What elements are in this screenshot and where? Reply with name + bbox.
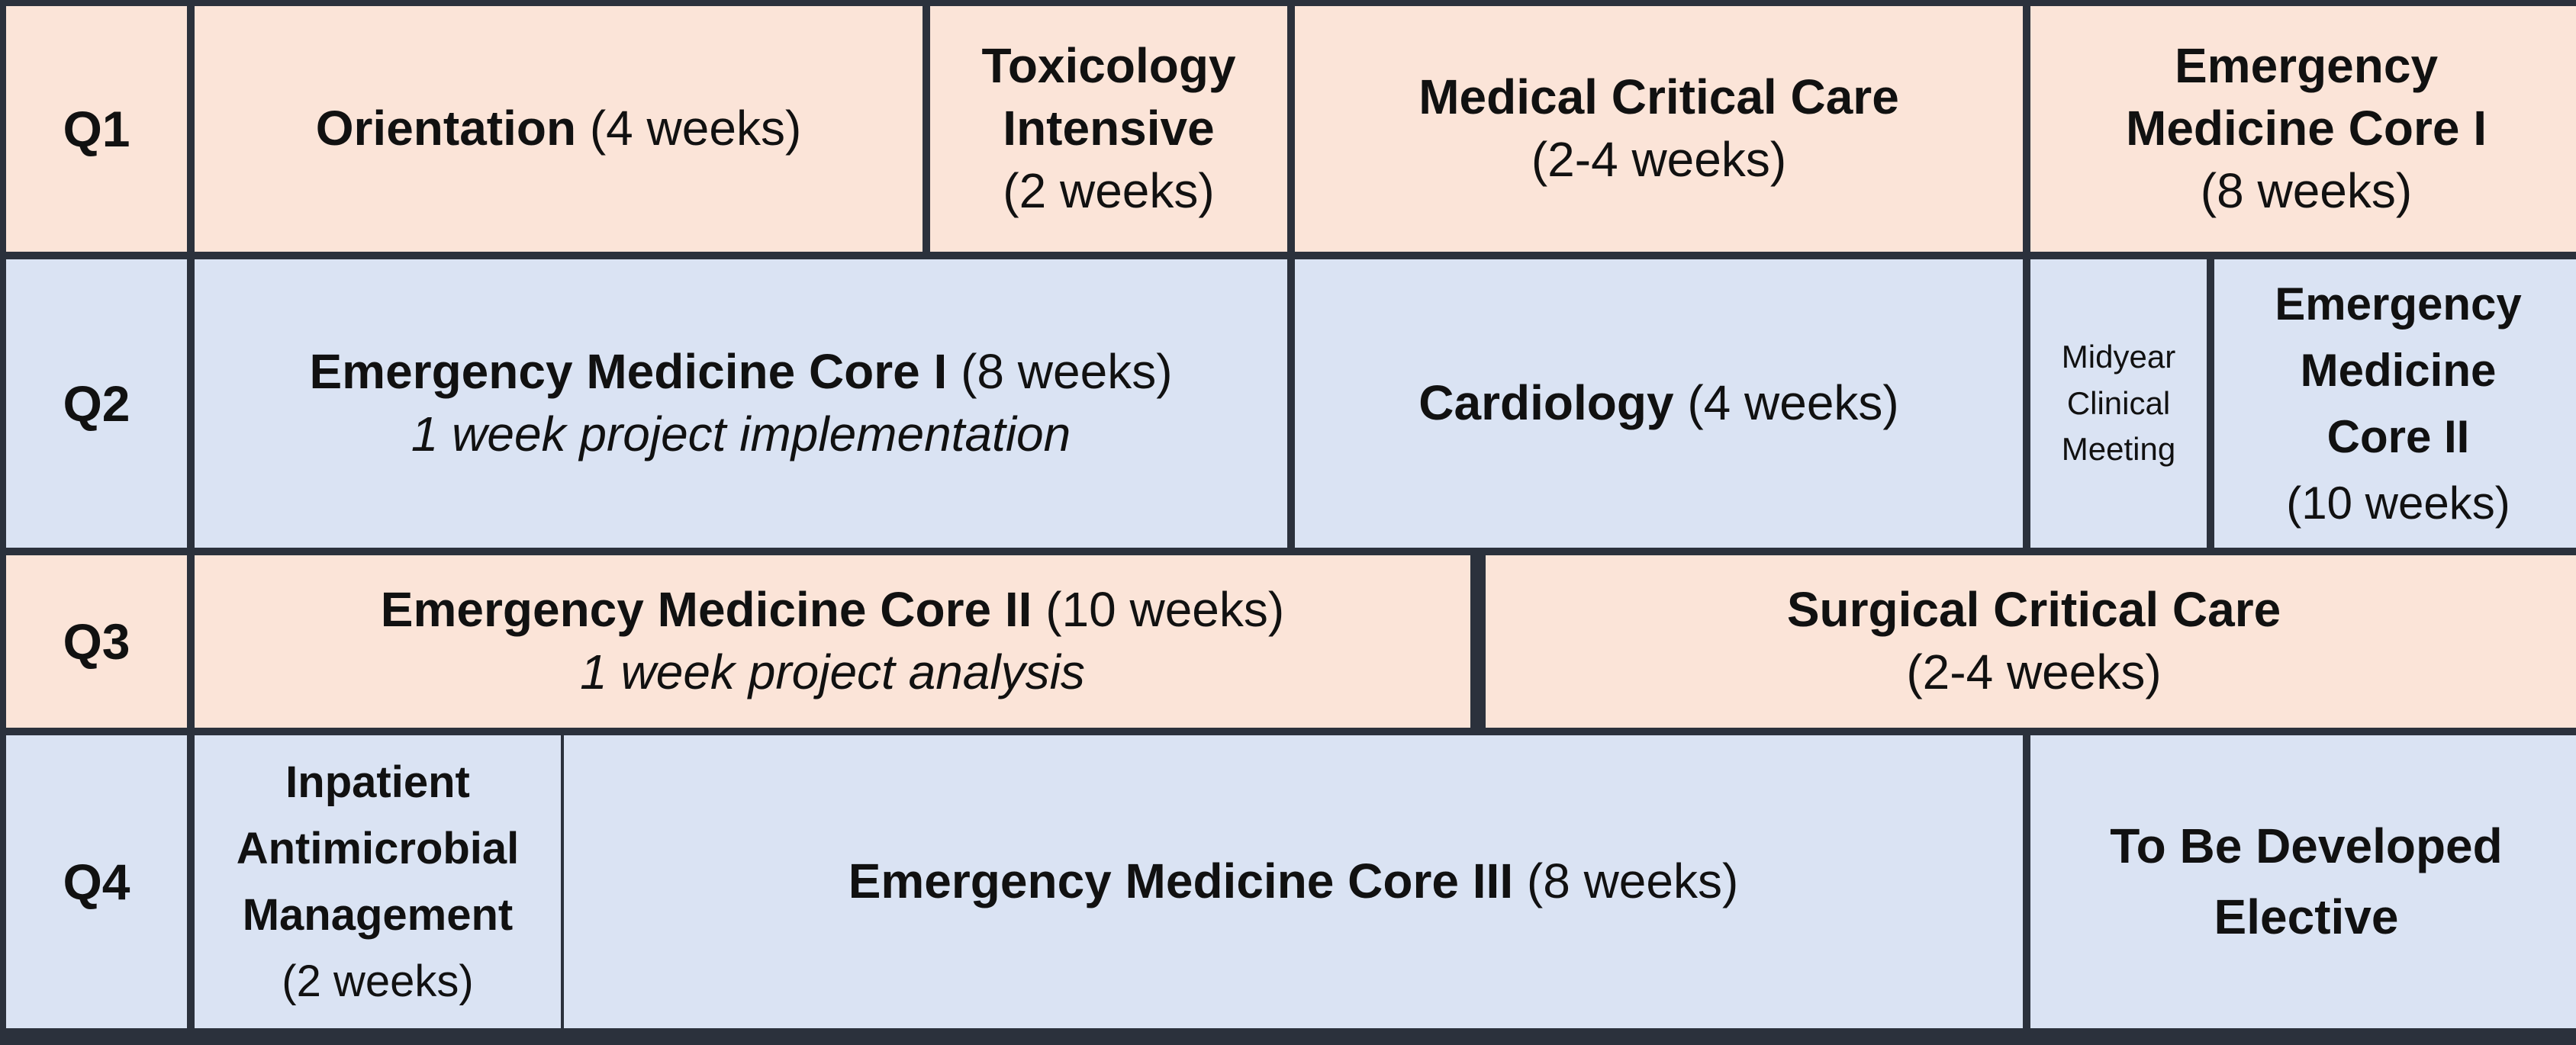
rotation-title: Midyear Clinical Meeting <box>2061 338 2176 468</box>
rotation-line: Cardiology (4 weeks) <box>1418 372 1898 435</box>
rotation-duration: (4 weeks) <box>589 101 802 156</box>
quarter-label-q4: Q4 <box>6 735 187 1028</box>
rotation-line: Emergency Medicine Core I (8 weeks) <box>309 341 1172 404</box>
rotation-title: Emergency Medicine Core II <box>380 582 1032 638</box>
rotation-note: 1 week project analysis <box>580 645 1085 699</box>
rotation-title: Toxicology Intensive <box>981 38 1236 156</box>
quarter-label-text: Q1 <box>63 100 130 157</box>
rotation-duration: (2-4 weeks) <box>1906 645 2162 699</box>
rotation-duration: (4 weeks) <box>1687 375 1899 431</box>
rotation-inpatient-antimicrobial-management: Inpatient Antimicrobial Management (2 we… <box>195 735 561 1028</box>
rotation-duration: (10 weeks) <box>2286 477 2510 529</box>
rotation-duration: (8 weeks) <box>961 344 1173 400</box>
rotation-title: Medical Critical Care <box>1418 69 1899 125</box>
rotation-toxicology-intensive: Toxicology Intensive (2 weeks) <box>930 6 1287 252</box>
rotation-em-core-1: Emergency Medicine Core I (8 weeks) <box>2030 6 2576 252</box>
rotation-cardiology: Cardiology (4 weeks) <box>1295 259 2023 548</box>
rotation-title: Emergency Medicine Core II <box>2275 278 2522 462</box>
quarter-label-q1: Q1 <box>6 6 187 252</box>
rotation-duration: (10 weeks) <box>1045 582 1285 638</box>
rotation-duration: (8 weeks) <box>2200 162 2413 218</box>
rotation-orientation: Orientation (4 weeks) <box>195 6 923 252</box>
quarter-label-text: Q4 <box>63 853 130 910</box>
rotation-title: Cardiology <box>1418 375 1674 431</box>
rotation-midyear-clinical-meeting: Midyear Clinical Meeting <box>2030 259 2207 548</box>
rotation-medical-critical-care: Medical Critical Care (2-4 weeks) <box>1295 6 2023 252</box>
quarter-label-text: Q3 <box>63 613 130 670</box>
rotation-em-core-3: Emergency Medicine Core III (8 weeks) <box>564 735 2023 1028</box>
rotation-line: Orientation (4 weeks) <box>316 98 802 160</box>
rotation-to-be-developed-elective: To Be Developed Elective <box>2030 735 2576 1028</box>
rotation-note: 1 week project implementation <box>411 407 1071 461</box>
rotation-title: Inpatient Antimicrobial Management <box>236 757 520 940</box>
rotation-title: To Be Developed Elective <box>2110 818 2503 944</box>
rotation-title: Surgical Critical Care <box>1786 582 2281 638</box>
rotation-title: Emergency Medicine Core III <box>848 854 1514 909</box>
quarter-label-q2: Q2 <box>6 259 187 548</box>
rotation-duration: (2-4 weeks) <box>1531 132 1787 187</box>
rotation-duration: (8 weeks) <box>1526 854 1739 909</box>
rotation-em-core-2-continued: Emergency Medicine Core II (10 weeks) 1 … <box>195 555 1470 728</box>
rotation-title: Emergency Medicine Core I <box>2126 38 2487 156</box>
rotation-duration: (2 weeks) <box>282 957 474 1006</box>
rotation-line: Emergency Medicine Core III (8 weeks) <box>848 850 1739 913</box>
quarter-label-q3: Q3 <box>6 555 187 728</box>
rotation-surgical-critical-care: Surgical Critical Care (2-4 weeks) <box>1486 555 2576 728</box>
rotation-title: Orientation <box>315 101 577 156</box>
rotation-duration: (2 weeks) <box>1003 162 1215 218</box>
rotation-em-core-2: Emergency Medicine Core II (10 weeks) <box>2214 259 2576 548</box>
quarter-label-text: Q2 <box>63 375 130 432</box>
rotation-line: Emergency Medicine Core II (10 weeks) <box>381 579 1284 641</box>
rotation-em-core-1-continued: Emergency Medicine Core I (8 weeks) 1 we… <box>195 259 1287 548</box>
rotation-title: Emergency Medicine Core I <box>309 344 948 400</box>
